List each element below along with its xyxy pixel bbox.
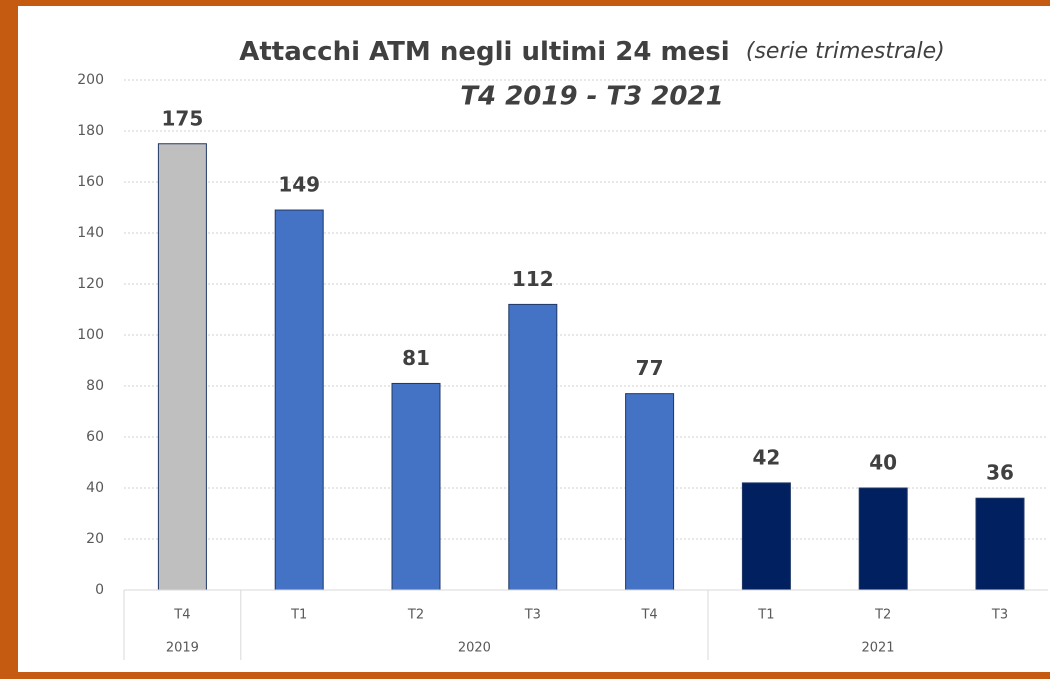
data-label: 112 [512, 267, 554, 291]
y-tick-label: 20 [86, 531, 104, 547]
bar [625, 393, 675, 591]
x-tick-label: T3 [524, 608, 541, 623]
group-label: 2021 [861, 641, 894, 656]
chart-subtitle: T4 2019 - T3 2021 [460, 82, 723, 112]
y-tick-label: 40 [86, 480, 104, 496]
y-tick-label: 0 [95, 582, 104, 598]
data-label: 77 [636, 356, 664, 380]
y-tick-label: 100 [77, 327, 104, 343]
y-tick-label: 140 [77, 225, 104, 241]
x-tick-label: T4 [640, 608, 657, 623]
y-tick-label: 160 [77, 174, 104, 190]
y-tick-label: 120 [77, 276, 104, 292]
bar [858, 487, 908, 591]
y-tick-label: 180 [77, 123, 104, 139]
bar [157, 143, 207, 591]
data-label: 42 [752, 445, 780, 469]
x-tick-label: T2 [407, 608, 424, 623]
x-tick-label: T4 [173, 608, 190, 623]
chart-title: Attacchi ATM negli ultimi 24 mesi (serie… [239, 37, 945, 67]
data-label: 40 [869, 451, 897, 475]
bar [274, 209, 324, 591]
title-note: (serie trimestrale) [746, 39, 945, 64]
y-tick-label: 60 [86, 429, 104, 445]
group-label: 2019 [166, 641, 199, 656]
group-label: 2020 [458, 641, 491, 656]
y-tick-label: 80 [86, 378, 104, 394]
y-tick-label: 200 [77, 72, 104, 88]
title-main: Attacchi ATM negli ultimi 24 mesi [239, 37, 729, 67]
data-label: 36 [986, 461, 1014, 485]
data-label: 149 [278, 173, 320, 197]
bar [741, 482, 791, 591]
bar [391, 382, 441, 591]
bar [975, 497, 1025, 591]
bar [508, 303, 558, 591]
x-tick-label: T1 [290, 608, 307, 623]
x-tick-label: T1 [757, 608, 774, 623]
data-label: 175 [162, 106, 204, 130]
x-tick-label: T2 [874, 608, 891, 623]
x-tick-label: T3 [991, 608, 1008, 623]
data-label: 81 [402, 346, 430, 370]
